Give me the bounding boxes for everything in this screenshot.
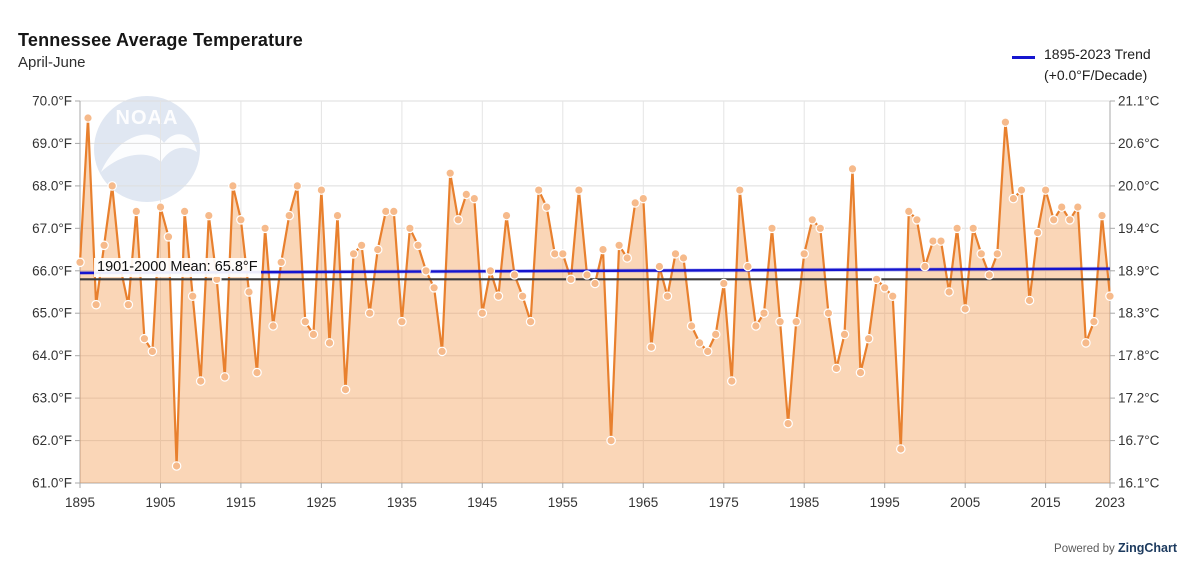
svg-text:1975: 1975 bbox=[709, 495, 739, 510]
noaa-watermark-text: NOAA bbox=[116, 107, 179, 129]
page-title: Tennessee Average Temperature bbox=[18, 30, 303, 50]
svg-text:18.3°C: 18.3°C bbox=[1118, 306, 1160, 321]
legend-line1: 1895-2023 Trend bbox=[1044, 46, 1151, 62]
svg-text:20.0°C: 20.0°C bbox=[1118, 178, 1160, 193]
powered-by-text: Powered by bbox=[1054, 543, 1118, 555]
svg-text:1955: 1955 bbox=[548, 495, 578, 510]
svg-text:20.6°C: 20.6°C bbox=[1118, 136, 1160, 151]
svg-text:67.0°F: 67.0°F bbox=[32, 221, 72, 236]
axis-tick-labels: 70.0°F 21.1°C 69.0°F 20.6°C 68.0°F 20.0°C 67.0… bbox=[32, 94, 1160, 511]
svg-text:1935: 1935 bbox=[387, 495, 417, 510]
svg-text:21.1°C: 21.1°C bbox=[1118, 94, 1160, 109]
svg-text:1905: 1905 bbox=[145, 495, 175, 510]
svg-text:1995: 1995 bbox=[870, 495, 900, 510]
svg-text:66.0°F: 66.0°F bbox=[32, 263, 72, 278]
svg-text:19.4°C: 19.4°C bbox=[1118, 221, 1160, 236]
svg-text:1945: 1945 bbox=[467, 495, 497, 510]
svg-text:2005: 2005 bbox=[950, 495, 980, 510]
svg-text:70.0°F: 70.0°F bbox=[32, 94, 72, 109]
svg-text:1965: 1965 bbox=[628, 495, 658, 510]
svg-text:1985: 1985 bbox=[789, 495, 819, 510]
svg-text:18.9°C: 18.9°C bbox=[1118, 263, 1160, 278]
data-point-markers[interactable] bbox=[75, 113, 1115, 471]
svg-text:1915: 1915 bbox=[226, 495, 256, 510]
svg-text:64.0°F: 64.0°F bbox=[32, 348, 72, 363]
legend-trend[interactable]: 1895-2023 Trend (+0.0°F/Decade) bbox=[1012, 44, 1151, 86]
svg-text:17.2°C: 17.2°C bbox=[1118, 391, 1160, 406]
svg-text:2015: 2015 bbox=[1031, 495, 1061, 510]
powered-by: Powered by ZingChart bbox=[1054, 541, 1177, 555]
svg-text:16.1°C: 16.1°C bbox=[1118, 476, 1160, 491]
svg-text:65.0°F: 65.0°F bbox=[32, 306, 72, 321]
mean-line-label: 1901-2000 Mean: 65.8°F bbox=[94, 258, 261, 277]
svg-text:1925: 1925 bbox=[306, 495, 336, 510]
svg-text:61.0°F: 61.0°F bbox=[32, 476, 72, 491]
svg-text:69.0°F: 69.0°F bbox=[32, 136, 72, 151]
svg-text:2023: 2023 bbox=[1095, 495, 1125, 510]
page-subtitle: April-June bbox=[18, 54, 86, 71]
svg-text:17.8°C: 17.8°C bbox=[1118, 348, 1160, 363]
temperature-area-fill bbox=[80, 118, 1110, 483]
svg-text:68.0°F: 68.0°F bbox=[32, 178, 72, 193]
svg-text:62.0°F: 62.0°F bbox=[32, 433, 72, 448]
svg-text:16.7°C: 16.7°C bbox=[1118, 433, 1160, 448]
svg-text:63.0°F: 63.0°F bbox=[32, 391, 72, 406]
legend-line2: (+0.0°F/Decade) bbox=[1044, 67, 1148, 83]
svg-text:1895: 1895 bbox=[65, 495, 95, 510]
zingchart-brand-link[interactable]: ZingChart bbox=[1117, 541, 1177, 555]
trend-line-swatch bbox=[1012, 56, 1035, 59]
